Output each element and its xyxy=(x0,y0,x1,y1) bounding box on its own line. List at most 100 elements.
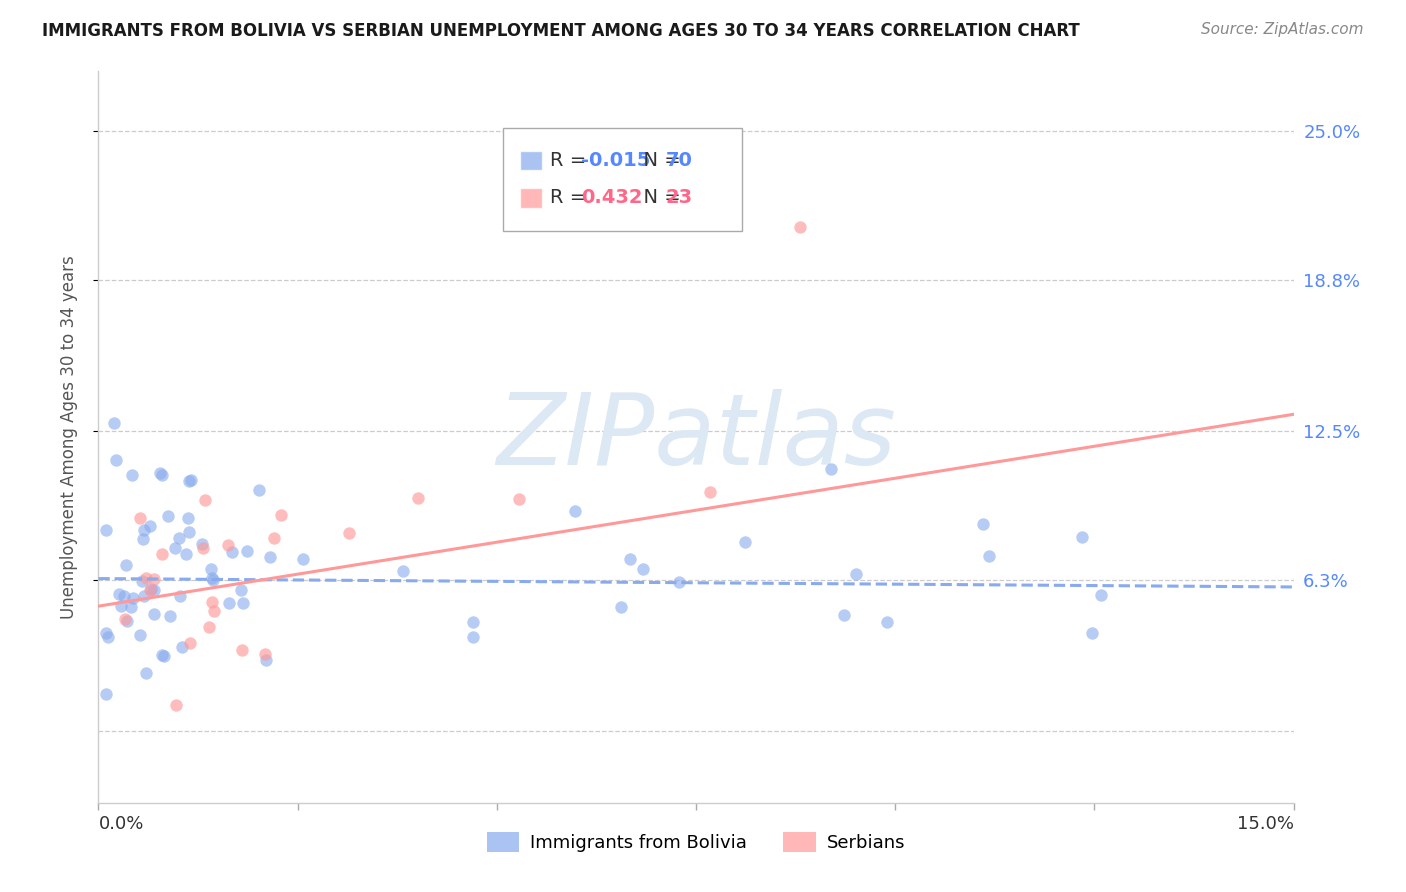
Point xyxy=(254,653,277,667)
Point xyxy=(142,607,165,621)
Point xyxy=(131,574,153,588)
Point xyxy=(114,589,136,603)
Point xyxy=(191,541,214,556)
Point xyxy=(339,526,361,541)
Point xyxy=(832,607,855,622)
Point xyxy=(115,614,138,628)
Point xyxy=(979,549,1001,563)
Point xyxy=(259,550,281,565)
Point xyxy=(143,583,166,598)
Point xyxy=(132,532,155,546)
Point xyxy=(169,531,191,545)
Point xyxy=(180,473,202,487)
Point xyxy=(270,508,292,523)
Point xyxy=(150,547,173,561)
Point xyxy=(201,595,224,609)
Point xyxy=(97,630,120,644)
Point xyxy=(668,575,690,590)
Point xyxy=(157,508,180,523)
Point xyxy=(229,583,252,598)
Point xyxy=(1070,530,1092,544)
Text: 15.0%: 15.0% xyxy=(1236,814,1294,833)
Point xyxy=(292,552,315,566)
Point xyxy=(170,640,193,654)
Point xyxy=(135,571,157,585)
Point xyxy=(463,631,485,645)
Text: 70: 70 xyxy=(666,151,693,170)
Text: R =: R = xyxy=(551,151,593,170)
Point xyxy=(217,538,239,552)
Point xyxy=(820,461,842,475)
Point xyxy=(139,582,162,596)
Point xyxy=(149,466,172,480)
Point xyxy=(218,596,240,610)
Point xyxy=(165,698,187,712)
Point xyxy=(202,574,225,588)
Point xyxy=(138,519,160,533)
Point xyxy=(194,492,217,507)
Point xyxy=(406,491,429,506)
Text: ZIPatlas: ZIPatlas xyxy=(496,389,896,485)
Point xyxy=(508,492,530,507)
Point xyxy=(150,468,173,483)
Point xyxy=(142,572,165,586)
Point xyxy=(132,589,155,603)
Point xyxy=(699,485,721,500)
Text: 0.432: 0.432 xyxy=(582,188,643,207)
Point xyxy=(135,665,157,680)
Text: 0.0%: 0.0% xyxy=(98,814,143,833)
Point xyxy=(221,545,243,559)
Point xyxy=(103,417,125,431)
Point xyxy=(177,525,200,540)
Point xyxy=(789,220,811,235)
Point xyxy=(165,541,187,556)
Point xyxy=(128,628,150,642)
Text: Source: ZipAtlas.com: Source: ZipAtlas.com xyxy=(1201,22,1364,37)
Point xyxy=(169,589,191,603)
Point xyxy=(179,474,201,488)
Point xyxy=(197,620,219,634)
Point xyxy=(202,604,225,618)
Legend: Immigrants from Bolivia, Serbians: Immigrants from Bolivia, Serbians xyxy=(479,825,912,860)
Point xyxy=(845,567,868,582)
Point xyxy=(972,516,994,531)
Point xyxy=(201,570,224,584)
Point xyxy=(179,636,201,650)
Point xyxy=(96,523,118,537)
Point xyxy=(132,523,155,537)
Point xyxy=(619,551,641,566)
Text: 23: 23 xyxy=(666,188,693,207)
Text: -0.015: -0.015 xyxy=(582,151,651,170)
Point xyxy=(232,596,254,610)
Point xyxy=(564,504,586,518)
Point xyxy=(115,558,138,572)
Point xyxy=(152,649,174,664)
Point xyxy=(120,600,142,615)
Text: R =: R = xyxy=(551,188,593,207)
Point xyxy=(159,608,181,623)
Text: N =: N = xyxy=(630,151,686,170)
Point xyxy=(105,453,128,467)
Point xyxy=(176,547,198,561)
Point xyxy=(138,582,160,597)
Point xyxy=(129,511,152,525)
Point xyxy=(263,531,285,545)
Point xyxy=(734,535,756,549)
Point xyxy=(107,587,129,601)
Point xyxy=(876,615,898,629)
Text: N =: N = xyxy=(630,188,686,207)
Point xyxy=(463,615,485,629)
Y-axis label: Unemployment Among Ages 30 to 34 years: Unemployment Among Ages 30 to 34 years xyxy=(59,255,77,619)
Point xyxy=(1080,626,1102,640)
Point xyxy=(247,483,270,498)
Point xyxy=(253,647,276,661)
Point xyxy=(392,564,415,578)
Point xyxy=(1090,588,1112,602)
Point xyxy=(177,511,200,525)
Point xyxy=(631,562,654,576)
Point xyxy=(122,591,145,606)
Point xyxy=(96,688,118,702)
Point xyxy=(121,467,143,482)
Text: IMMIGRANTS FROM BOLIVIA VS SERBIAN UNEMPLOYMENT AMONG AGES 30 TO 34 YEARS CORREL: IMMIGRANTS FROM BOLIVIA VS SERBIAN UNEMP… xyxy=(42,22,1080,40)
Point xyxy=(96,626,118,640)
